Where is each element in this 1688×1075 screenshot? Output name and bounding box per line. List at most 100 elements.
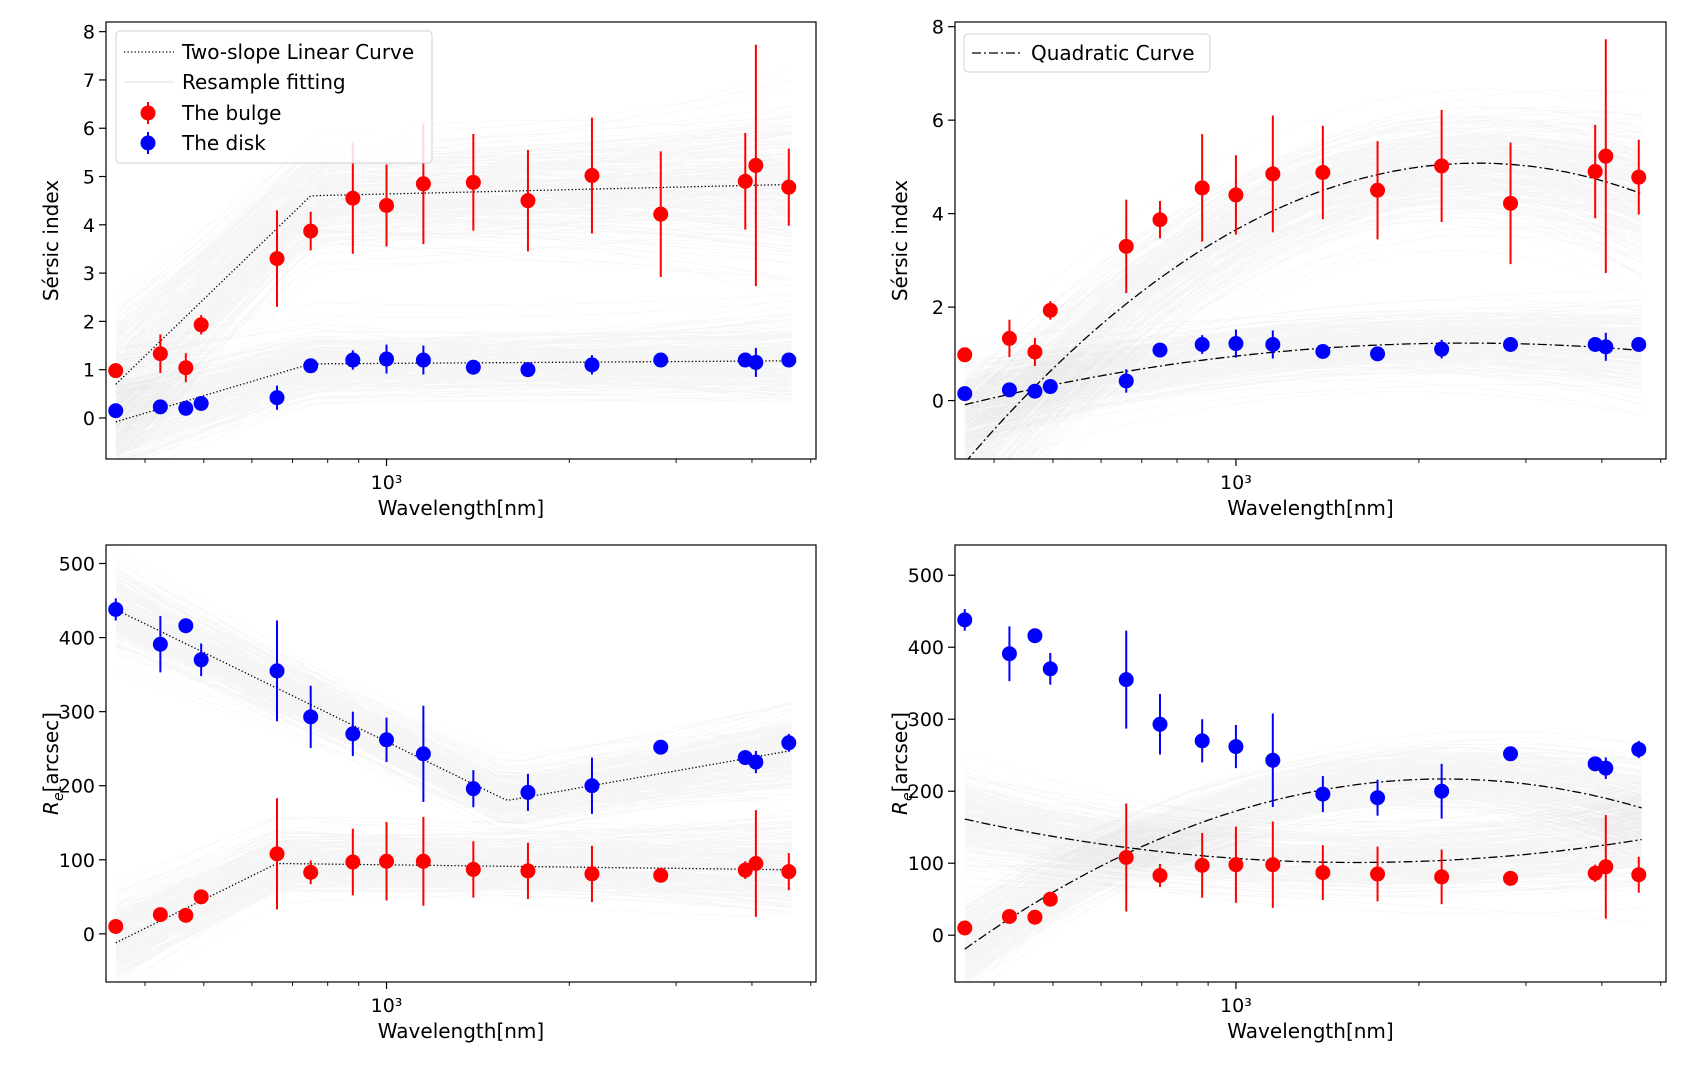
data-point (1598, 859, 1614, 875)
data-point (1315, 164, 1331, 180)
series-the-disk (108, 344, 797, 419)
legend-series-label: The bulge (181, 101, 281, 125)
y-tick-label: 1 (83, 360, 95, 382)
data-point (1631, 169, 1647, 185)
y-tick-label: 4 (83, 215, 95, 237)
data-point (748, 157, 764, 173)
series-the-disk (957, 329, 1647, 402)
y-tick-label: 0 (932, 925, 944, 947)
x-axis-label: Wavelength[nm] (1227, 1019, 1393, 1043)
data-point (1027, 628, 1043, 644)
data-point (653, 867, 669, 883)
data-point (465, 861, 481, 877)
resample-band-the-disk (115, 546, 792, 833)
y-tick-label: 400 (59, 628, 95, 650)
data-point (653, 739, 669, 755)
data-point (1001, 382, 1017, 398)
data-point (748, 855, 764, 871)
data-point (1027, 909, 1043, 925)
data-point (1265, 857, 1281, 873)
resample-band-the-disk (115, 294, 792, 459)
data-point (1315, 786, 1331, 802)
fit-curve-the-disk (964, 342, 1642, 406)
y-tick-label: 8 (83, 22, 95, 44)
data-point (957, 612, 973, 628)
legend: Two-slope Linear Curve Resample fitting Th… (115, 30, 433, 164)
data-point (957, 920, 973, 936)
data-point (193, 889, 209, 905)
data-point (781, 735, 797, 751)
data-point (584, 357, 600, 373)
x-tick-label: 10³ (1220, 995, 1252, 1017)
data-point (303, 709, 319, 725)
data-point (379, 732, 395, 748)
resample-lines (964, 89, 1642, 459)
data-point (1631, 867, 1647, 883)
data-point (1631, 741, 1647, 757)
fit-curve-the-disk (115, 608, 792, 801)
data-point (1194, 180, 1210, 196)
data-point (1503, 870, 1519, 886)
data-point (1228, 857, 1244, 873)
y-tick-label: 7 (83, 70, 95, 92)
x-tick-label: 10³ (371, 995, 403, 1017)
data-point (1587, 164, 1603, 180)
data-point (269, 390, 285, 406)
data-point (781, 864, 797, 880)
y-tick-label: 4 (932, 204, 944, 226)
data-point (1118, 849, 1134, 865)
data-point (465, 174, 481, 190)
fit-curve-the-bulge (115, 183, 792, 385)
y-tick-label: 100 (908, 853, 944, 875)
y-tick-label: 2 (932, 297, 944, 319)
data-point (584, 168, 600, 184)
resample-band-the-bulge (115, 809, 792, 982)
data-point (1370, 346, 1386, 362)
data-point (1598, 760, 1614, 776)
data-point (957, 386, 973, 402)
data-point (465, 359, 481, 375)
data-point (108, 601, 124, 617)
data-point (520, 863, 536, 879)
data-point (1152, 716, 1168, 732)
data-point (415, 746, 431, 762)
data-point (584, 866, 600, 882)
y-tick-label: 8 (932, 17, 944, 39)
data-point (1194, 857, 1210, 873)
data-point (193, 317, 209, 333)
x-axis-label: Wavelength[nm] (378, 496, 544, 520)
resample-band-the-bulge (964, 89, 1642, 459)
axes-frame (954, 21, 1667, 460)
data-point (379, 351, 395, 367)
legend-series-label: The disk (181, 131, 266, 155)
resample-band-the-disk (964, 730, 1642, 982)
data-point (345, 190, 361, 206)
legend-frame (963, 33, 1211, 73)
y-axis-label: Sérsic index (888, 180, 912, 301)
data-point (152, 907, 168, 923)
y-tick-label: 200 (908, 781, 944, 803)
data-point (345, 854, 361, 870)
resample-lines (115, 67, 792, 459)
data-point (465, 781, 481, 797)
fit-curve-the-disk (964, 778, 1642, 950)
data-point (1598, 339, 1614, 355)
data-point (520, 193, 536, 209)
data-point (1152, 212, 1168, 228)
data-point (1042, 891, 1058, 907)
series-the-bulge (957, 39, 1647, 366)
data-point (1265, 166, 1281, 182)
data-point (1001, 646, 1017, 662)
data-point (108, 403, 124, 419)
data-point (379, 853, 395, 869)
y-tick-label: 300 (59, 702, 95, 724)
legend-marker (140, 105, 156, 121)
data-point (1118, 238, 1134, 254)
axes-frame (105, 544, 817, 983)
y-tick-label: 300 (908, 709, 944, 731)
data-point (748, 754, 764, 770)
data-point (1503, 336, 1519, 352)
